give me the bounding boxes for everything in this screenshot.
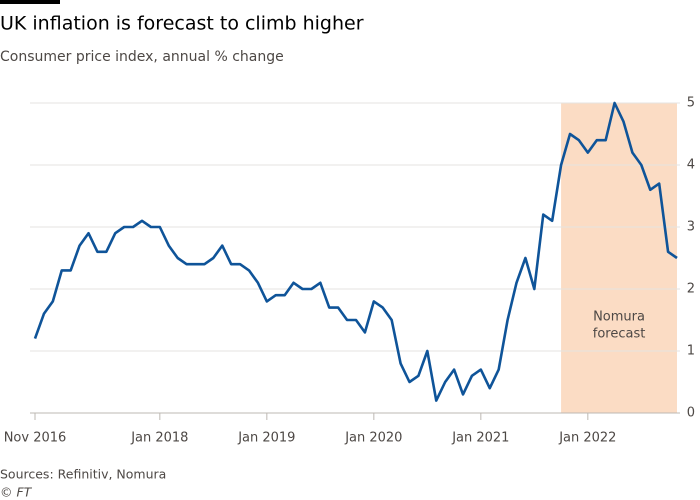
credit: © FT — [0, 485, 33, 500]
y-tick-label: 3 — [687, 220, 695, 235]
x-tick-label: Jan 2019 — [237, 431, 295, 446]
x-tick-label: Jan 2022 — [558, 431, 616, 446]
y-tick-label: 1 — [687, 344, 695, 359]
x-tick-label: Jan 2021 — [451, 431, 509, 446]
forecast-label: forecast — [593, 327, 646, 342]
forecast-label: Nomura — [593, 310, 645, 325]
x-tick-label: Jan 2020 — [344, 431, 402, 446]
x-tick-label: Nov 2016 — [4, 431, 67, 446]
series-line — [33, 101, 678, 402]
y-tick-label: 0 — [687, 406, 695, 421]
y-tick-label: 5 — [687, 96, 695, 111]
y-tick-label: 2 — [687, 282, 695, 297]
x-tick-label: Jan 2018 — [130, 431, 188, 446]
y-tick-label: 4 — [687, 158, 695, 173]
chart-subtitle: Consumer price index, annual % change — [0, 49, 284, 65]
chart-title: UK inflation is forecast to climb higher — [0, 13, 364, 35]
source-note: Sources: Refinitiv, Nomura — [0, 467, 166, 482]
forecast-region — [561, 103, 677, 413]
brand-bar — [0, 0, 60, 4]
